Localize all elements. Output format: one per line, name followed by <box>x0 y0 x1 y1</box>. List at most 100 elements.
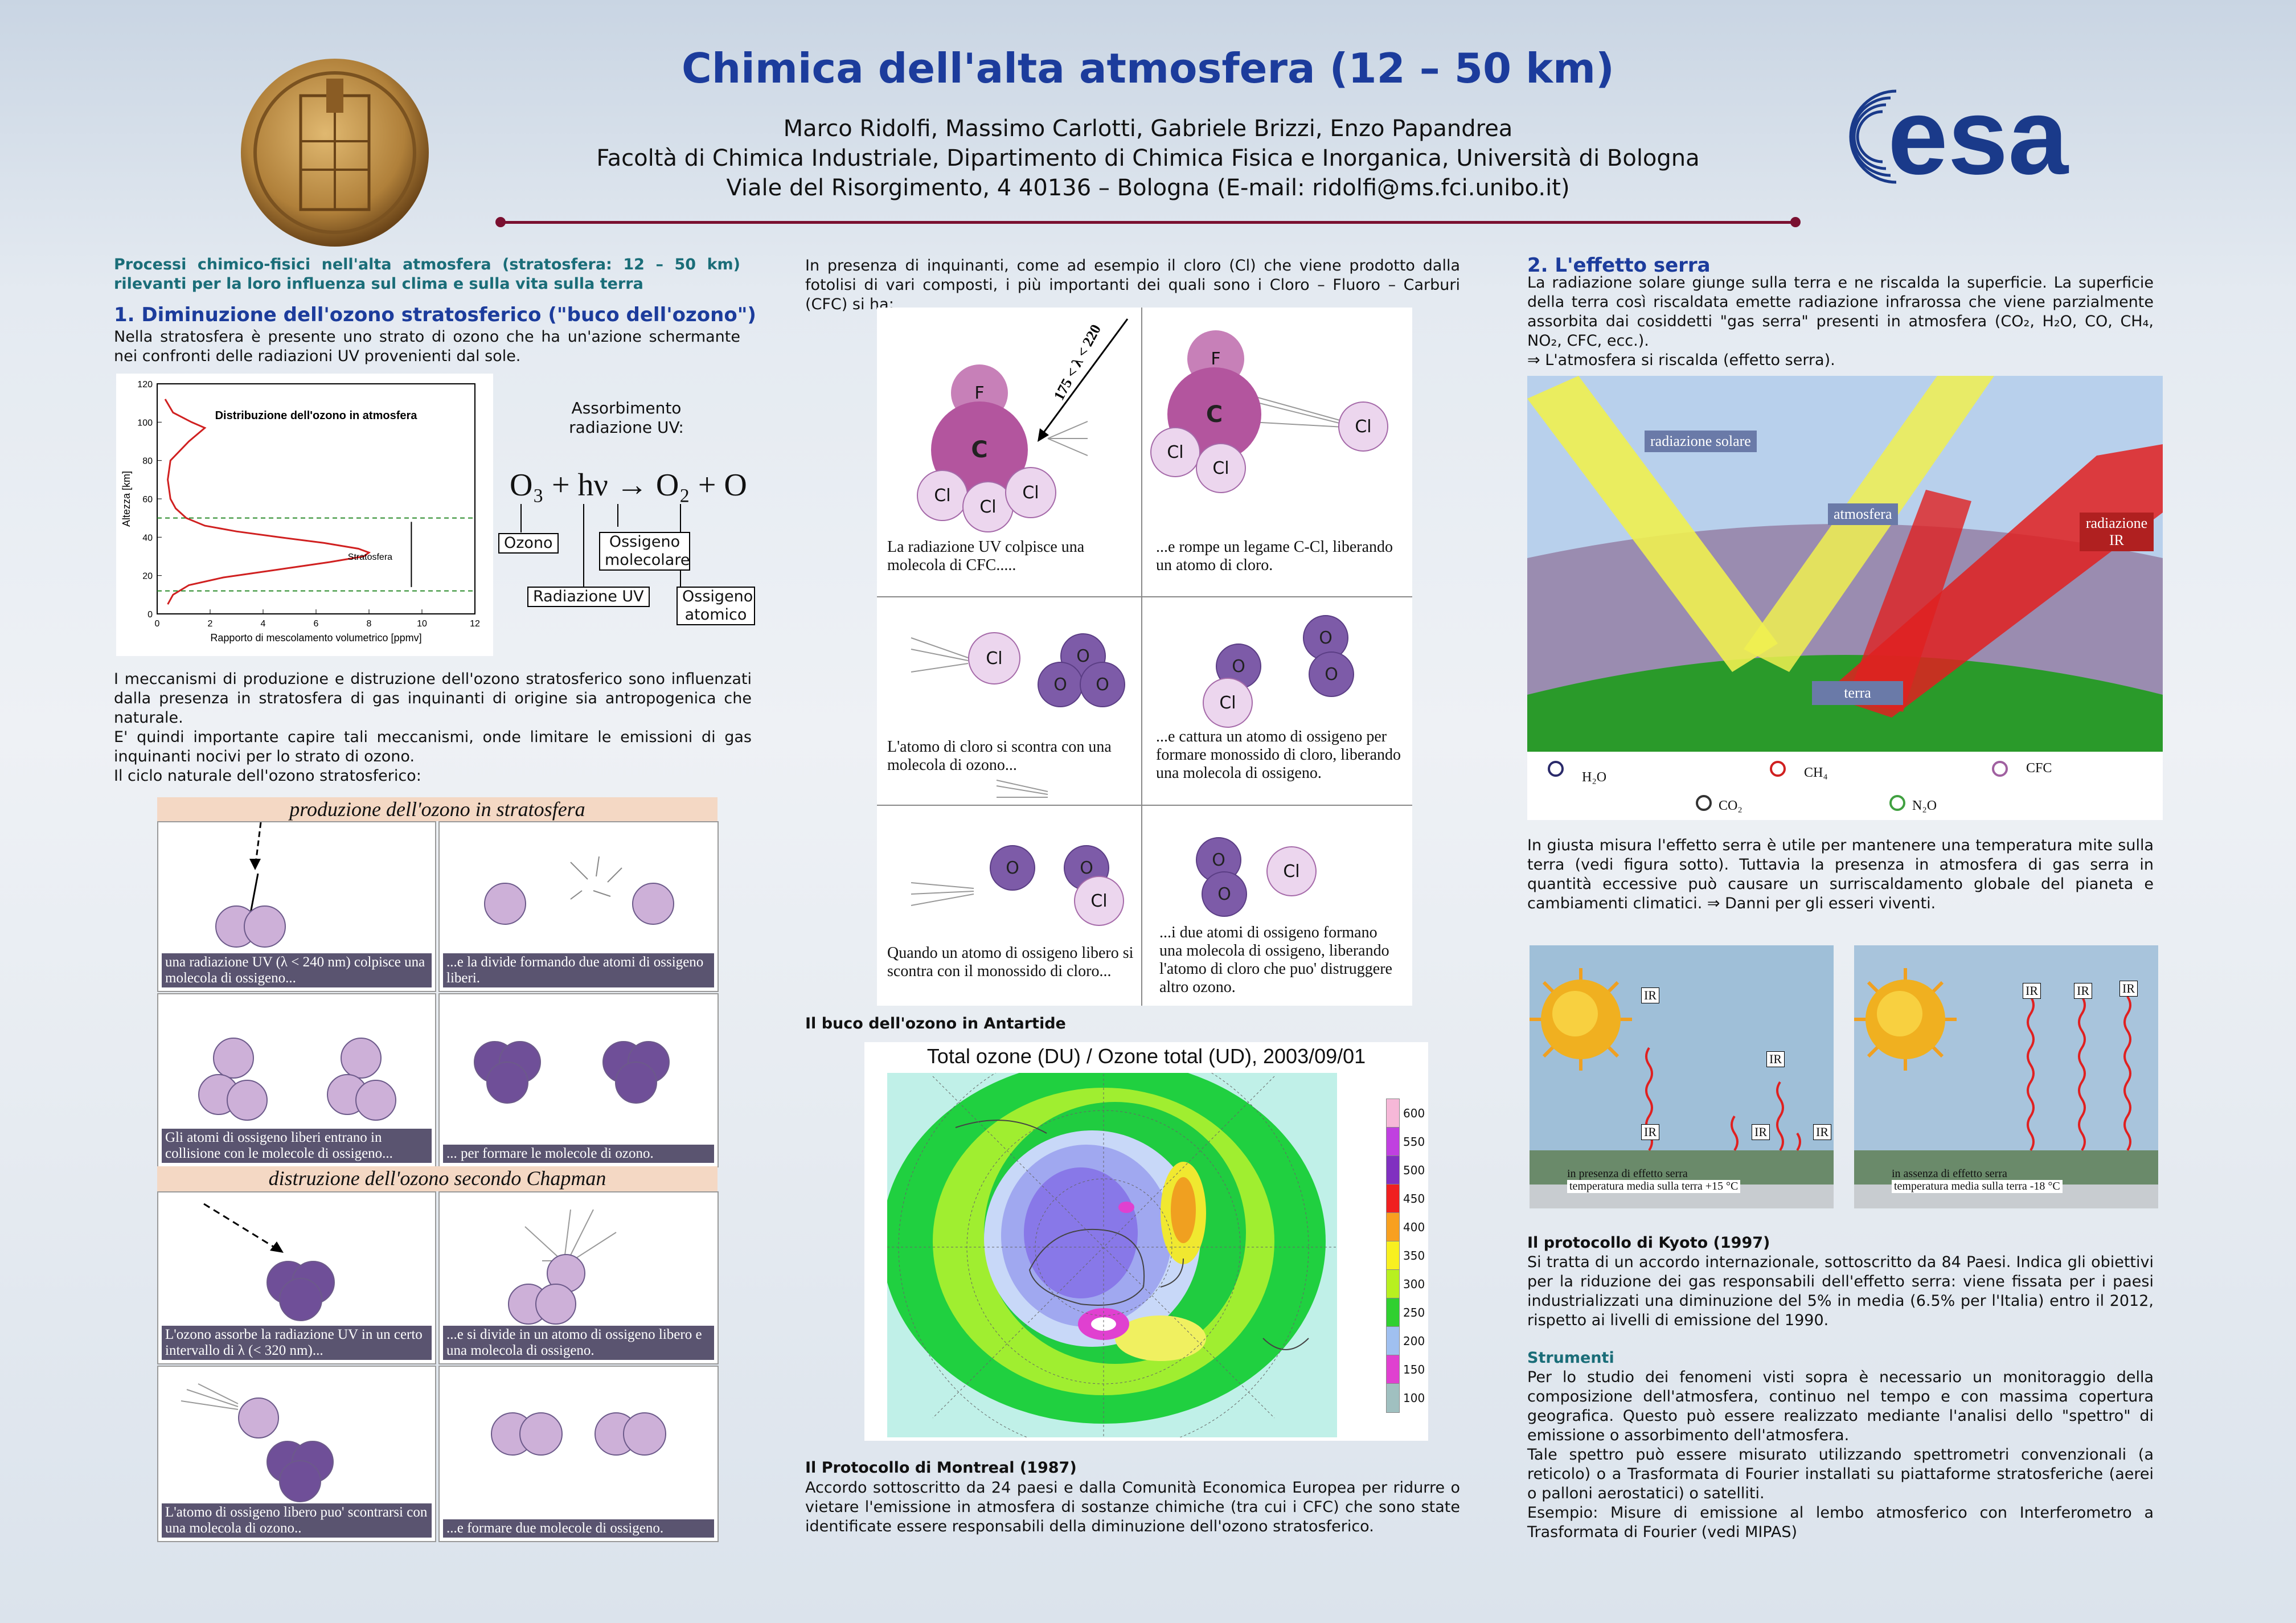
legend-entry: 500 <box>1386 1155 1426 1185</box>
cfc-caption-2: ...e rompe un legame C-Cl, liberando un … <box>1156 538 1393 574</box>
greenhouse-conclusion: ⇒ L'atmosfera si riscalda (effetto serra… <box>1527 351 1835 369</box>
y-tick-label: 80 <box>142 457 153 466</box>
x-tick-label: 4 <box>261 619 266 629</box>
cycle-caption-3: Gli atomi di ossigeno liberi entrano in … <box>162 1129 432 1163</box>
cycle-caption-2: ...e la divide formando due atomi di oss… <box>443 953 714 987</box>
strumenti-p3: Esempio: Misure di emissione al lembo at… <box>1527 1504 2154 1541</box>
label-ossigeno-atomico: Ossigeno atomico <box>676 587 755 625</box>
legend-label: 150 <box>1403 1363 1425 1376</box>
cycle-panel-7: L'atomo di ossigeno libero puo' scontrar… <box>157 1366 436 1542</box>
atom-cl: Cl <box>1266 846 1317 896</box>
legend-label: 400 <box>1403 1220 1425 1234</box>
label-ossigeno-molecolare: Ossigeno molecolare <box>599 532 690 571</box>
legend-swatch <box>1386 1383 1400 1413</box>
greenhouse-text-2: In giusta misura l'effetto serra è utile… <box>1527 837 2154 912</box>
ozone-atom <box>279 1460 321 1502</box>
legend-swatch <box>1386 1241 1400 1270</box>
ozone-profile-line <box>164 399 371 605</box>
cfc-caption-6: ...i due atomi di ossigeno formano una m… <box>1159 924 1392 996</box>
legend-entry: 300 <box>1386 1269 1426 1299</box>
atom-cl: Cl <box>1150 427 1200 477</box>
legend-n2o: N₂O <box>1912 798 1937 813</box>
absorption-equation: O₃ + hν → O₂ + O <box>510 468 747 503</box>
strumenti-p1: Per lo studio dei fenomeni visti sopra è… <box>1527 1368 2154 1444</box>
legend-swatch <box>1386 1099 1400 1128</box>
cycle-panel-2: ...e la divide formando due atomi di oss… <box>438 821 719 992</box>
legend-cfc: CFC <box>2026 761 2052 776</box>
x-tick-label: 6 <box>314 619 319 629</box>
cycle-panel-1: una radiazione UV (λ < 240 nm) colpisce … <box>157 821 436 992</box>
atom-cl: Cl <box>1196 443 1246 493</box>
y-tick-label: 0 <box>147 610 153 620</box>
greenhouse-comparison-b: IR IR IR in assenza di effetto serra tem… <box>1854 945 2158 1208</box>
legend-swatch <box>1386 1212 1400 1242</box>
cycle-intro: Il ciclo naturale dell'ozono stratosferi… <box>114 767 421 785</box>
kyoto-text: Si tratta di un accordo internazionale, … <box>1527 1253 2154 1329</box>
legend-label: 250 <box>1403 1306 1425 1319</box>
header-divider <box>495 217 1801 227</box>
poster-title: Chimica dell'alta atmosfera (12 – 50 km) <box>682 44 1614 92</box>
ir-label: IR <box>1766 1051 1785 1067</box>
comparison-b-label: in assenza di effetto serra <box>1892 1167 2007 1180</box>
section-1-text: Nella stratosfera è presente uno strato … <box>114 328 740 365</box>
y-axis-label: Altezza [km] <box>121 471 132 527</box>
cfc-caption-5: Quando un atomo di ossigeno libero si sc… <box>887 944 1134 980</box>
label-ozono: Ozono <box>498 533 559 554</box>
y-tick-label: 120 <box>137 380 153 390</box>
legend-label: 550 <box>1403 1135 1425 1149</box>
mechanisms-text: I meccanismi di produzione e distruzione… <box>114 670 752 727</box>
comparison-a-temp: temperatura media sulla terra +15 °C <box>1567 1180 1741 1193</box>
label-solar-radiation: radiazione solare <box>1645 431 1757 452</box>
legend-label: 600 <box>1403 1106 1425 1120</box>
intro-text: Processi chimico-fisici nell'alta atmosf… <box>114 256 740 293</box>
x-tick-label: 12 <box>470 619 480 629</box>
comparison-b-temp: temperatura media sulla terra -18 °C <box>1892 1180 2063 1193</box>
atom-o: O <box>1202 871 1247 917</box>
oxygen-atom <box>484 883 526 925</box>
ozone-profile-chart: 0 2 4 6 8 10 12 0 20 40 60 80 100 120 Distribuzione de… <box>116 374 493 656</box>
label-radiazione-uv: Radiazione UV <box>527 587 650 607</box>
atom-cl: Cl <box>968 632 1020 685</box>
legend-label: 300 <box>1403 1277 1425 1291</box>
legend-entry: 350 <box>1386 1241 1426 1270</box>
ozone-map: Total ozone (DU) / Ozone total (UD), 200… <box>864 1042 1428 1441</box>
cfc-intro: In presenza di inquinanti, come ad esemp… <box>805 257 1460 313</box>
label-earth: terra <box>1812 681 1903 705</box>
x-tick-label: 10 <box>417 619 427 629</box>
cfc-caption-1: La radiazione UV colpisce una molecola d… <box>887 538 1085 574</box>
oxygen-atom <box>341 1038 382 1079</box>
section-1-heading: 1. Diminuzione dell'ozono stratosferico … <box>114 304 756 326</box>
x-tick-label: 2 <box>208 619 213 629</box>
ir-label: IR <box>2119 981 2138 997</box>
ozone-atom <box>486 1061 528 1104</box>
cycle-panel-4: ... per formare le molecole di ozono. <box>438 993 719 1167</box>
university-seal <box>238 56 432 249</box>
cycle-caption-7: L'atomo di ossigeno libero puo' scontrar… <box>162 1503 432 1538</box>
absorption-title: Assorbimento radiazione UV: <box>569 399 684 437</box>
cycle-panel-5: L'ozono assorbe la radiazione UV in un c… <box>157 1191 436 1364</box>
ir-label: IR <box>1641 1124 1659 1140</box>
legend-swatch <box>1386 1269 1400 1299</box>
atom-o: O <box>1080 662 1125 707</box>
legend-h2o: H₂O <box>1582 770 1607 785</box>
legend-entry: 400 <box>1386 1212 1426 1242</box>
map-title: Total ozone (DU) / Ozone total (UD), 200… <box>926 1044 1366 1068</box>
authors-block: Marco Ridolfi, Massimo Carlotti, Gabriel… <box>0 114 2296 203</box>
legend-swatch <box>1386 1127 1400 1157</box>
cycle-caption-8: ...e formare due molecole di ossigeno. <box>443 1519 714 1538</box>
kyoto-heading: Il protocollo di Kyoto (1997) <box>1527 1234 1770 1252</box>
esa-logo: esa <box>1834 76 2152 197</box>
ir-label: IR <box>2074 983 2092 999</box>
legend-entry: 200 <box>1386 1326 1426 1356</box>
greenhouse-comparison-a: IR IR IR IR IR in presenza di effetto se… <box>1530 945 1834 1208</box>
stratosphere-annotation: Stratosfera <box>348 552 392 562</box>
greenhouse-text: La radiazione solare giunge sulla terra … <box>1527 274 2154 350</box>
y-tick-label: 60 <box>142 495 153 505</box>
legend-entry: 600 <box>1386 1099 1426 1128</box>
legend-entry: 150 <box>1386 1355 1426 1384</box>
chart-title: Distribuzione dell'ozono in atmosfera <box>215 409 418 422</box>
oxygen-atom <box>632 883 674 925</box>
y-tick-label: 100 <box>137 418 153 428</box>
band-destruction: distruzione dell'ozono secondo Chapman <box>157 1166 718 1191</box>
